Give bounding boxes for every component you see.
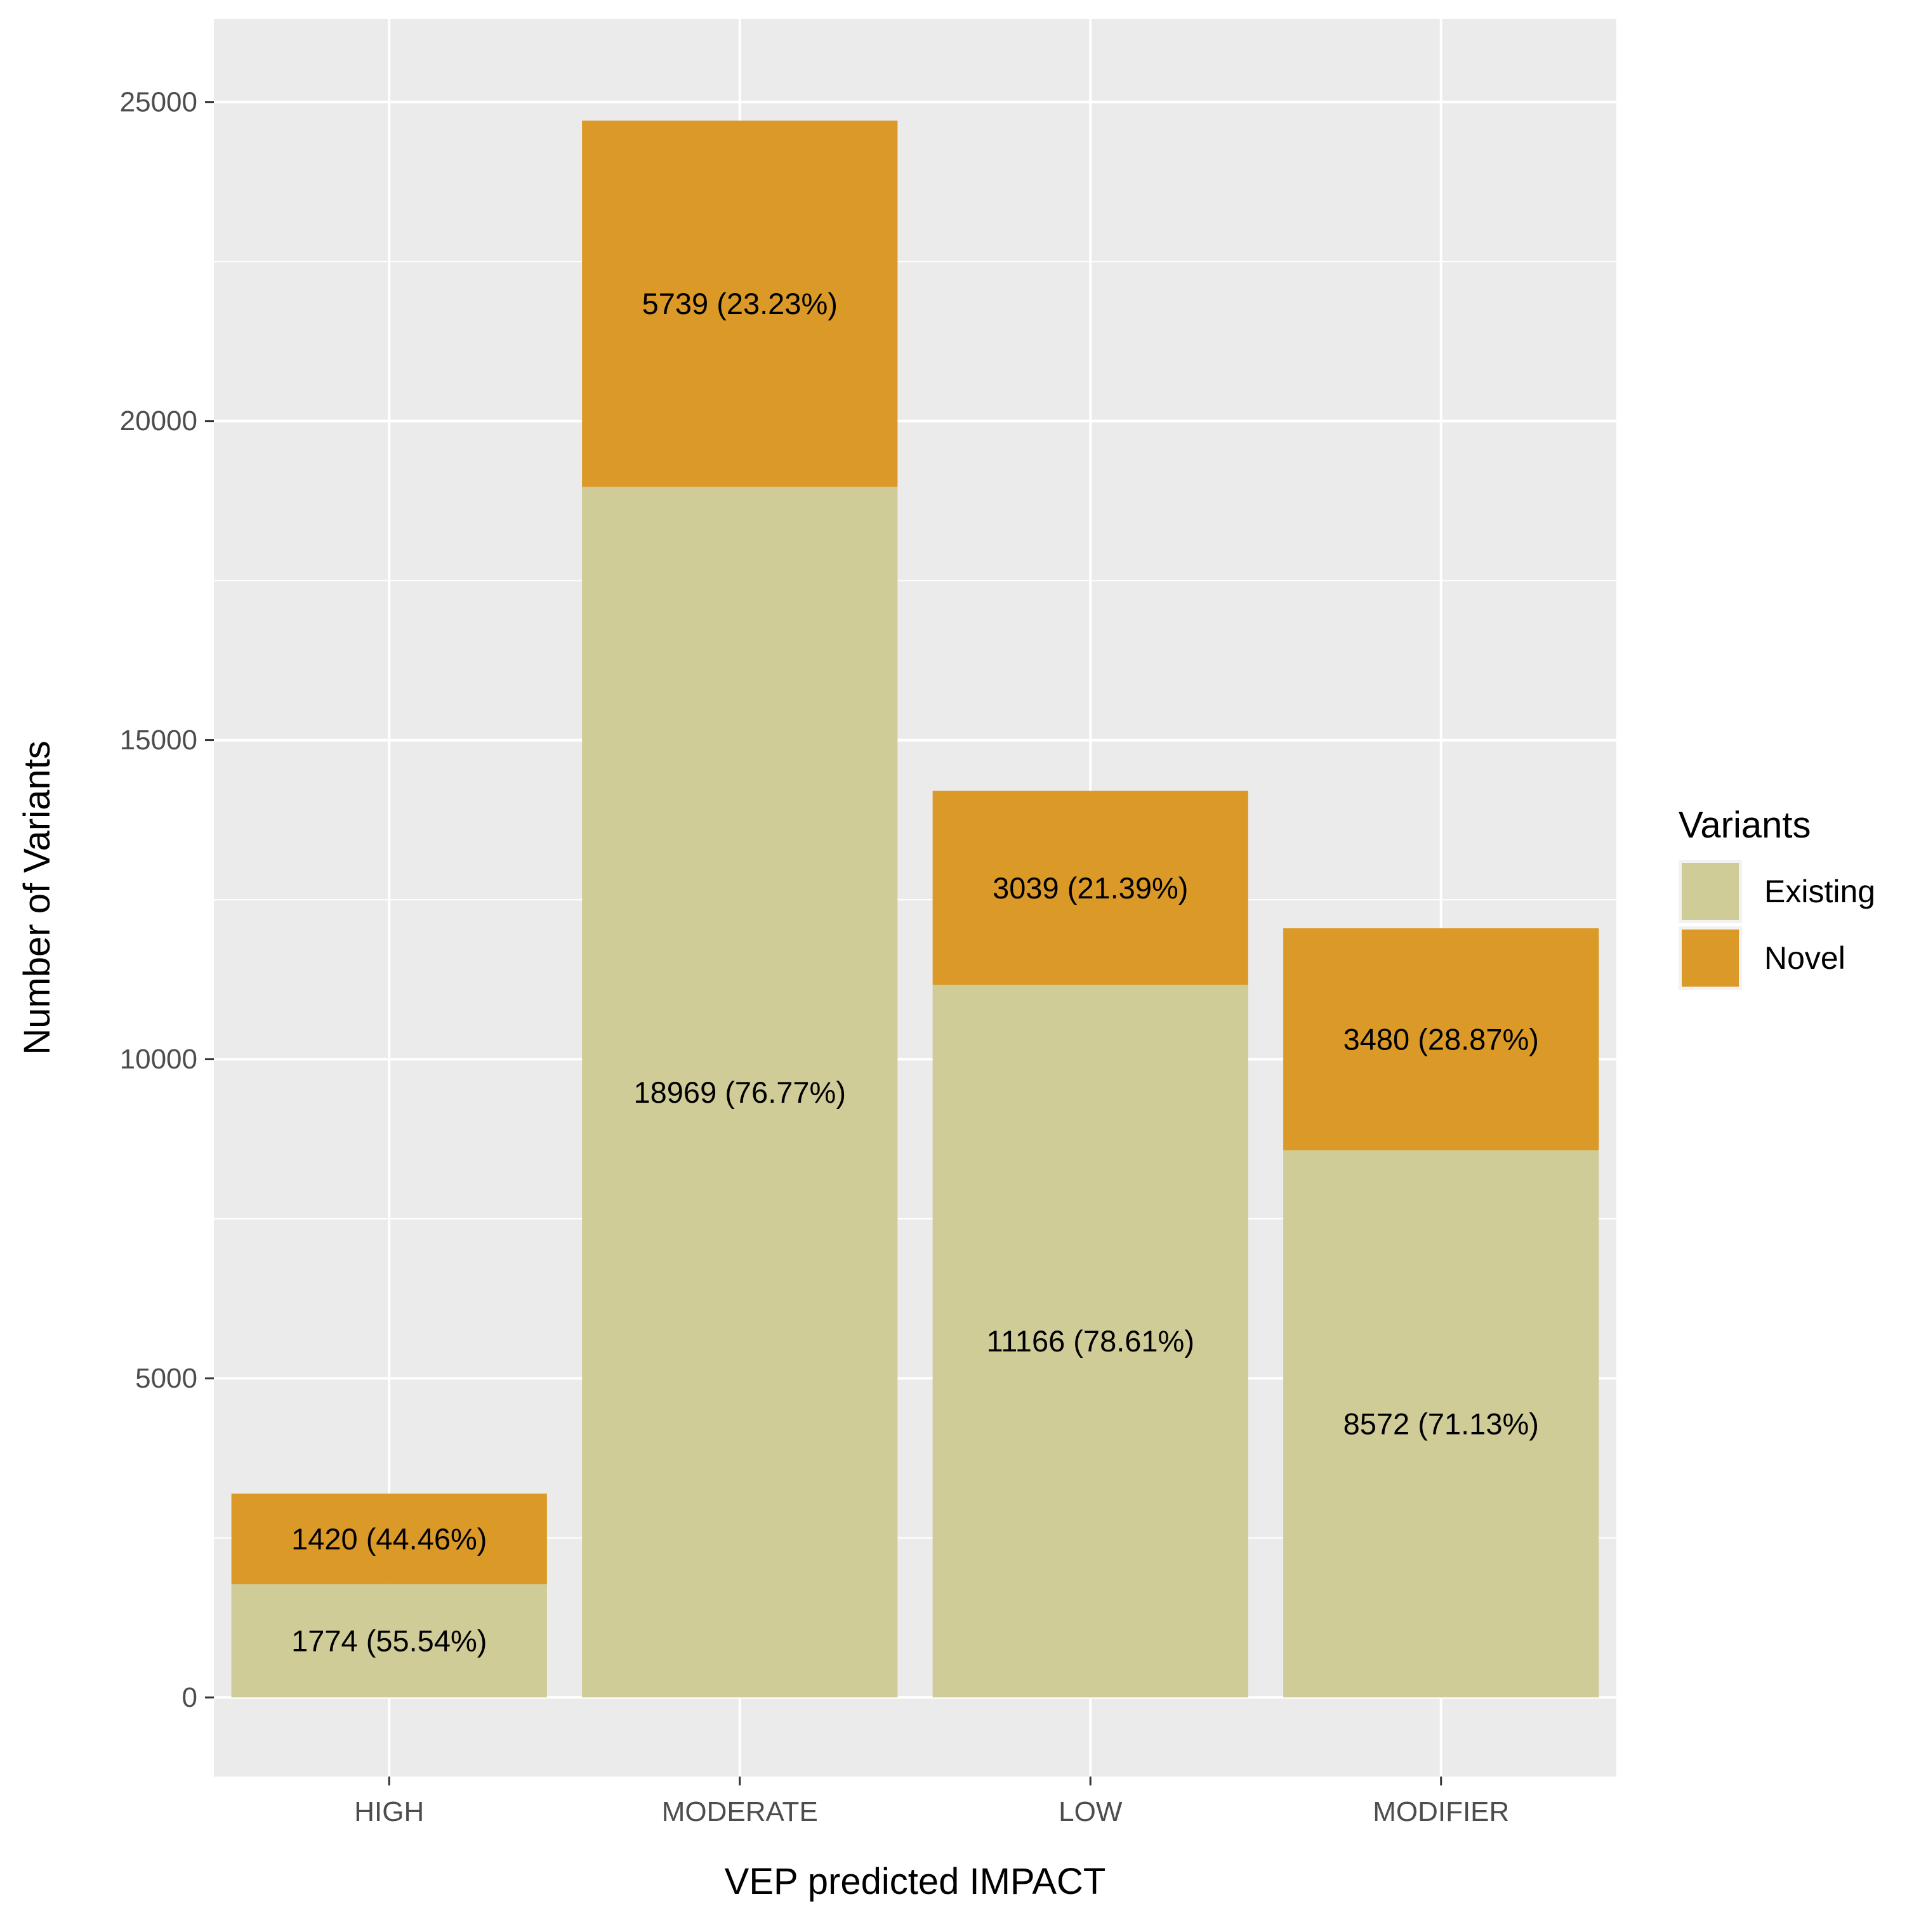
x-axis-title: VEP predicted IMPACT [725, 1861, 1106, 1902]
y-tick-label: 15000 [120, 725, 197, 756]
data-label: 5739 (23.23%) [642, 287, 838, 320]
x-tick-label: MODERATE [662, 1796, 818, 1827]
x-axis: HIGH MODERATE LOW MODIFIER [354, 1777, 1509, 1827]
data-label: 1774 (55.54%) [291, 1624, 487, 1658]
data-label: 8572 (71.13%) [1343, 1407, 1539, 1441]
y-tick-label: 25000 [120, 86, 197, 117]
bar-novel-low [932, 791, 1248, 985]
data-label: 3039 (21.39%) [993, 871, 1188, 905]
y-tick-label: 5000 [135, 1363, 197, 1394]
y-axis-title: Number of Variants [16, 740, 58, 1055]
legend-swatch-novel [1682, 930, 1739, 987]
bar-novel-modifier [1283, 928, 1599, 1151]
data-label: 3480 (28.87%) [1343, 1023, 1539, 1056]
legend-label-novel: Novel [1764, 940, 1845, 976]
data-label: 11166 (78.61%) [987, 1324, 1195, 1358]
data-label: 18969 (76.77%) [634, 1075, 846, 1109]
bar-existing-low [932, 985, 1248, 1698]
bar-existing-moderate [582, 487, 898, 1698]
bar-existing-high [231, 1584, 547, 1698]
x-tick-label: MODIFIER [1373, 1796, 1509, 1827]
y-axis: 0 5000 10000 15000 20000 25000 [120, 86, 214, 1713]
y-tick-label: 0 [182, 1682, 197, 1713]
legend: Variants Existing Novel [1679, 805, 1875, 990]
legend-label-existing: Existing [1764, 874, 1875, 909]
bar-existing-modifier [1283, 1150, 1599, 1698]
legend-items: Existing Novel [1679, 860, 1875, 990]
legend-title: Variants [1679, 805, 1811, 846]
legend-swatch-existing [1682, 863, 1739, 920]
y-tick-label: 10000 [120, 1044, 197, 1075]
bars [231, 121, 1599, 1698]
y-tick-label: 20000 [120, 405, 197, 437]
bar-novel-high [231, 1494, 547, 1584]
bar-novel-moderate [582, 121, 898, 487]
bar-labels: 1774 (55.54%) 1420 (44.46%) 18969 (76.77%)… [291, 287, 1539, 1657]
data-label: 1420 (44.46%) [291, 1522, 487, 1556]
x-tick-label: LOW [1059, 1796, 1123, 1827]
x-tick-label: HIGH [354, 1796, 424, 1827]
